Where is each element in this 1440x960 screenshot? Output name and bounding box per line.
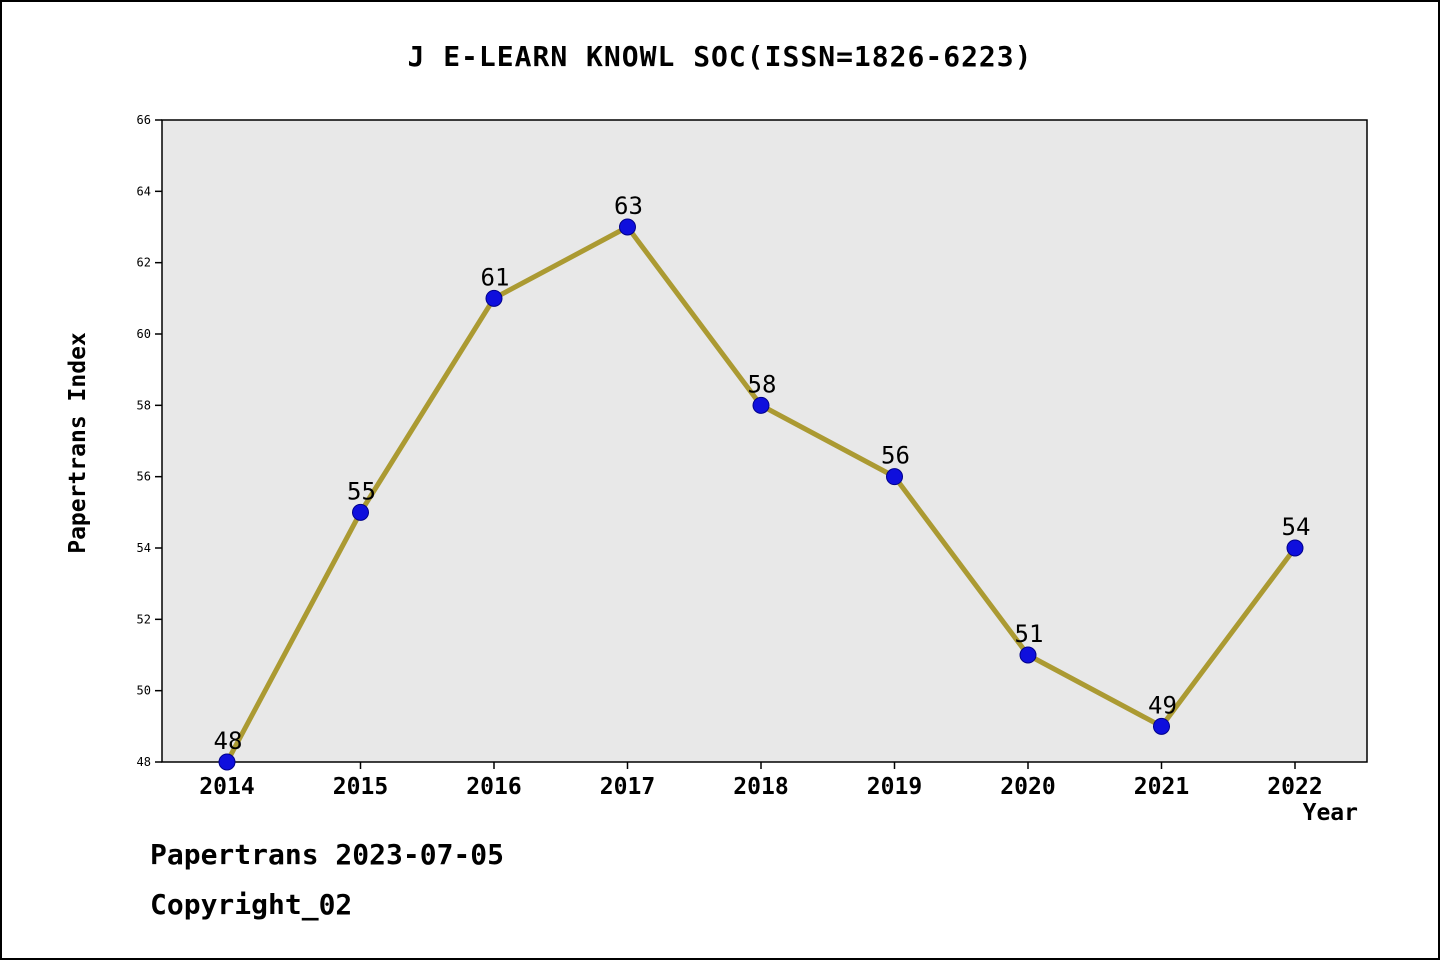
data-point xyxy=(1286,539,1304,557)
x-tick-label: 2017 xyxy=(600,774,655,800)
data-point xyxy=(485,289,503,307)
y-tick-label: 62 xyxy=(137,256,151,270)
data-point-label: 61 xyxy=(481,263,510,291)
y-tick-label: 54 xyxy=(137,541,151,555)
data-point xyxy=(752,396,770,414)
footer-watermark-date: Papertrans 2023-07-05 xyxy=(150,838,505,871)
x-tick-label: 2014 xyxy=(199,774,254,800)
data-point-label: 48 xyxy=(214,727,243,755)
y-tick-label: 56 xyxy=(137,470,151,484)
data-point-label: 54 xyxy=(1282,513,1311,541)
data-point-label: 63 xyxy=(614,192,643,220)
data-point xyxy=(886,468,903,486)
data-point-label: 49 xyxy=(1148,691,1177,719)
x-tick-label: 2021 xyxy=(1134,774,1189,800)
data-point xyxy=(1019,646,1037,664)
data-point-label: 58 xyxy=(748,370,777,398)
data-point-label: 51 xyxy=(1015,620,1044,648)
x-axis-label: Year xyxy=(1302,800,1358,826)
footer-copyright: Copyright_02 xyxy=(150,888,353,921)
y-tick-label: 66 xyxy=(137,113,151,127)
x-tick-label: 2019 xyxy=(867,774,922,800)
data-point xyxy=(1153,717,1170,735)
y-axis-label: Papertrans Index xyxy=(65,332,91,554)
plot-area xyxy=(161,119,1368,763)
x-tick-label: 2015 xyxy=(333,774,388,800)
x-tick-label: 2020 xyxy=(1000,774,1055,800)
y-tick-label: 50 xyxy=(137,684,151,698)
x-tick-label: 2018 xyxy=(733,774,788,800)
chart-title: J E-LEARN KNOWL SOC(ISSN=1826-6223) xyxy=(407,40,1033,73)
data-point xyxy=(218,753,236,771)
data-point xyxy=(619,218,636,236)
y-tick-label: 60 xyxy=(137,327,151,341)
x-tick-label: 2016 xyxy=(466,774,521,800)
y-tick-label: 58 xyxy=(137,398,151,412)
y-tick-label: 52 xyxy=(137,612,151,626)
data-point xyxy=(352,503,369,521)
y-tick-label: 64 xyxy=(137,184,151,198)
data-point-label: 55 xyxy=(347,477,376,505)
x-tick-label: 2022 xyxy=(1267,774,1322,800)
data-point-label: 56 xyxy=(881,442,910,470)
y-tick-label: 48 xyxy=(137,755,151,769)
